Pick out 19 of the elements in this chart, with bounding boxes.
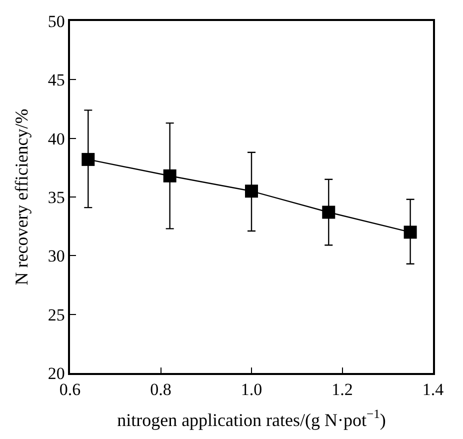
- x-tick-label: 1.4: [422, 380, 444, 400]
- y-tick-label: 25: [48, 305, 65, 324]
- y-tick-label: 35: [48, 188, 65, 207]
- point: [163, 169, 176, 182]
- x-tick-label: 1.0: [240, 380, 262, 400]
- point: [404, 226, 417, 239]
- x-tick-label: 0.8: [150, 380, 172, 400]
- point: [245, 184, 258, 198]
- point: [82, 152, 95, 166]
- y-tick-label: 20: [48, 364, 65, 383]
- y-tick-label: 30: [48, 246, 65, 266]
- y-tick-label: 45: [48, 70, 65, 90]
- x-axis-title: nitrogen application rates/(g N·pot$^{−1}$): [117, 407, 386, 430]
- x-tick-label: 0.6: [59, 380, 81, 400]
- y-tick-label: 50: [48, 12, 65, 31]
- point: [322, 206, 336, 219]
- y-axis-title: N recovery efficiency/%: [12, 108, 32, 286]
- y-tick-label: 40: [48, 129, 65, 148]
- x-tick-label: 1.2: [332, 380, 353, 400]
